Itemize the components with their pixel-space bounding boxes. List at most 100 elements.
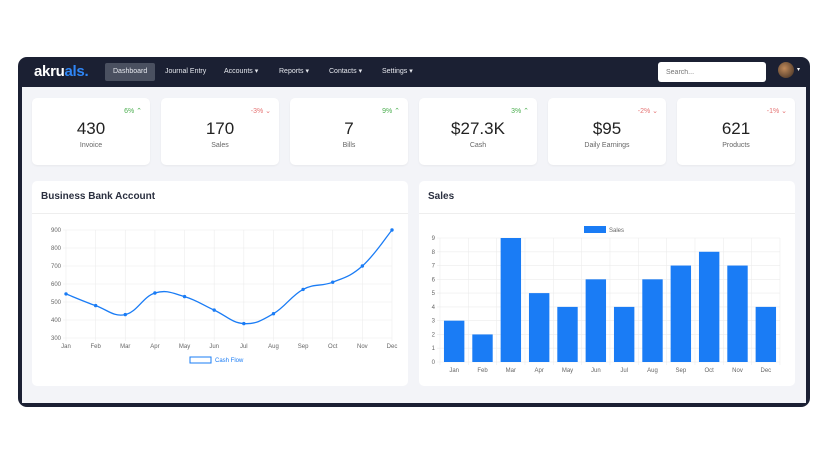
change-badge: 9% ⌃ [382, 108, 400, 115]
bar-mar [500, 238, 522, 362]
x-tick-label: Jul [240, 344, 248, 350]
avatar[interactable] [778, 62, 794, 78]
data-point [123, 312, 127, 317]
stat-value: 7 [344, 119, 354, 138]
data-point [301, 287, 305, 292]
bar-may [557, 306, 578, 362]
stat-card-invoice: 6% ⌃ 430 Invoice [32, 98, 150, 165]
x-tick-label: Jan [449, 368, 459, 374]
logo-text-accent: als. [64, 63, 89, 80]
y-tick-label: 6 [432, 277, 436, 283]
stat-label: Sales [211, 142, 229, 149]
stat-value: 621 [721, 119, 751, 138]
divider [32, 213, 408, 214]
x-tick-label: Dec [387, 344, 398, 350]
cash-flow-line [65, 229, 393, 325]
x-tick-label: Jun [209, 344, 219, 350]
bar-apr [528, 293, 550, 362]
x-tick-label: Apr [534, 368, 543, 374]
bar-dec [755, 306, 777, 362]
y-tick-label: 700 [51, 264, 62, 270]
y-tick-label: 500 [51, 300, 62, 306]
bar-aug [642, 279, 663, 362]
y-tick-label: 400 [51, 318, 62, 324]
x-tick-label: Mar [506, 368, 516, 374]
y-tick-label: 4 [432, 305, 436, 311]
y-tick-label: 2 [432, 332, 436, 338]
search-input[interactable] [658, 62, 766, 82]
bank-account-panel: Business Bank Account [32, 181, 408, 386]
stat-label: Cash [469, 142, 487, 149]
x-tick-label: Nov [357, 344, 368, 350]
change-badge: -2% ⌄ [637, 108, 658, 115]
x-tick-label: Dec [760, 368, 771, 374]
nav-reports[interactable]: Reports ▾ [279, 68, 309, 75]
stat-label: Products [722, 142, 750, 149]
data-point [331, 280, 335, 284]
stat-label: Invoice [79, 142, 103, 149]
x-tick-label: May [179, 344, 190, 350]
stat-value: $27.3K [451, 119, 505, 138]
data-point [212, 308, 216, 312]
x-tick-label: Oct [704, 368, 714, 374]
nav-accounts[interactable]: Accounts ▾ [224, 68, 259, 75]
legend-swatch [189, 356, 212, 364]
nav-journal-entry[interactable]: Journal Entry [165, 68, 207, 75]
y-tick-label: 0 [432, 360, 436, 366]
data-point [271, 312, 276, 316]
x-tick-label: Aug [647, 368, 658, 374]
data-point [64, 292, 68, 296]
divider [419, 213, 795, 214]
x-tick-label: Jan [61, 344, 71, 350]
data-point [153, 291, 157, 295]
logo-text: akru [34, 63, 65, 80]
bar-oct [698, 251, 720, 362]
y-tick-label: 800 [51, 246, 62, 252]
x-tick-label: Sep [298, 344, 309, 350]
y-tick-label: 9 [432, 236, 436, 242]
stat-label: Daily Earnings [584, 142, 630, 149]
x-tick-label: May [562, 368, 573, 374]
y-tick-label: 7 [432, 264, 436, 270]
stat-card-cash: 3% ⌃ $27.3K Cash [419, 98, 537, 165]
y-tick-label: 1 [432, 346, 436, 352]
x-tick-label: Feb [90, 344, 101, 350]
bar-nov [727, 265, 748, 362]
change-badge: -3% ⌄ [250, 108, 271, 115]
nav-dashboard[interactable]: Dashboard [105, 63, 156, 81]
x-tick-label: Jun [591, 368, 601, 374]
bar-sep [670, 265, 692, 362]
stat-value: 170 [205, 119, 235, 138]
change-badge: -1% ⌄ [766, 108, 787, 115]
nav-settings[interactable]: Settings ▾ [382, 68, 413, 75]
x-tick-label: Aug [268, 344, 279, 350]
x-tick-label: Feb [477, 368, 488, 374]
y-tick-label: 300 [51, 336, 62, 342]
data-point [360, 264, 365, 268]
x-tick-label: Jul [620, 368, 628, 374]
bar-jun [585, 279, 607, 362]
bar-feb [472, 334, 493, 362]
nav-contacts[interactable]: Contacts ▾ [329, 68, 363, 75]
change-badge: 6% ⌃ [124, 108, 142, 115]
data-point [93, 303, 98, 308]
stat-label: Bills [342, 142, 356, 149]
legend-swatch [584, 226, 606, 233]
chevron-down-icon[interactable]: ▾ [797, 67, 801, 73]
bar-jan [443, 320, 465, 362]
logo[interactable]: akruals. [34, 63, 89, 80]
x-tick-label: Apr [150, 344, 159, 350]
data-point [242, 321, 246, 326]
panel-title: Sales [428, 191, 455, 202]
stat-value: $95 [592, 119, 622, 138]
change-badge: 3% ⌃ [511, 108, 529, 115]
stat-card-products: -1% ⌄ 621 Products [677, 98, 795, 165]
stat-value: 430 [76, 119, 106, 138]
stat-card-bills: 9% ⌃ 7 Bills [290, 98, 408, 165]
stat-card-sales: -3% ⌄ 170 Sales [161, 98, 279, 165]
y-tick-label: 8 [432, 250, 436, 256]
top-navbar: akruals. Dashboard Journal Entry Account… [18, 57, 810, 87]
data-point [390, 228, 394, 232]
legend-label: Sales [609, 228, 624, 234]
